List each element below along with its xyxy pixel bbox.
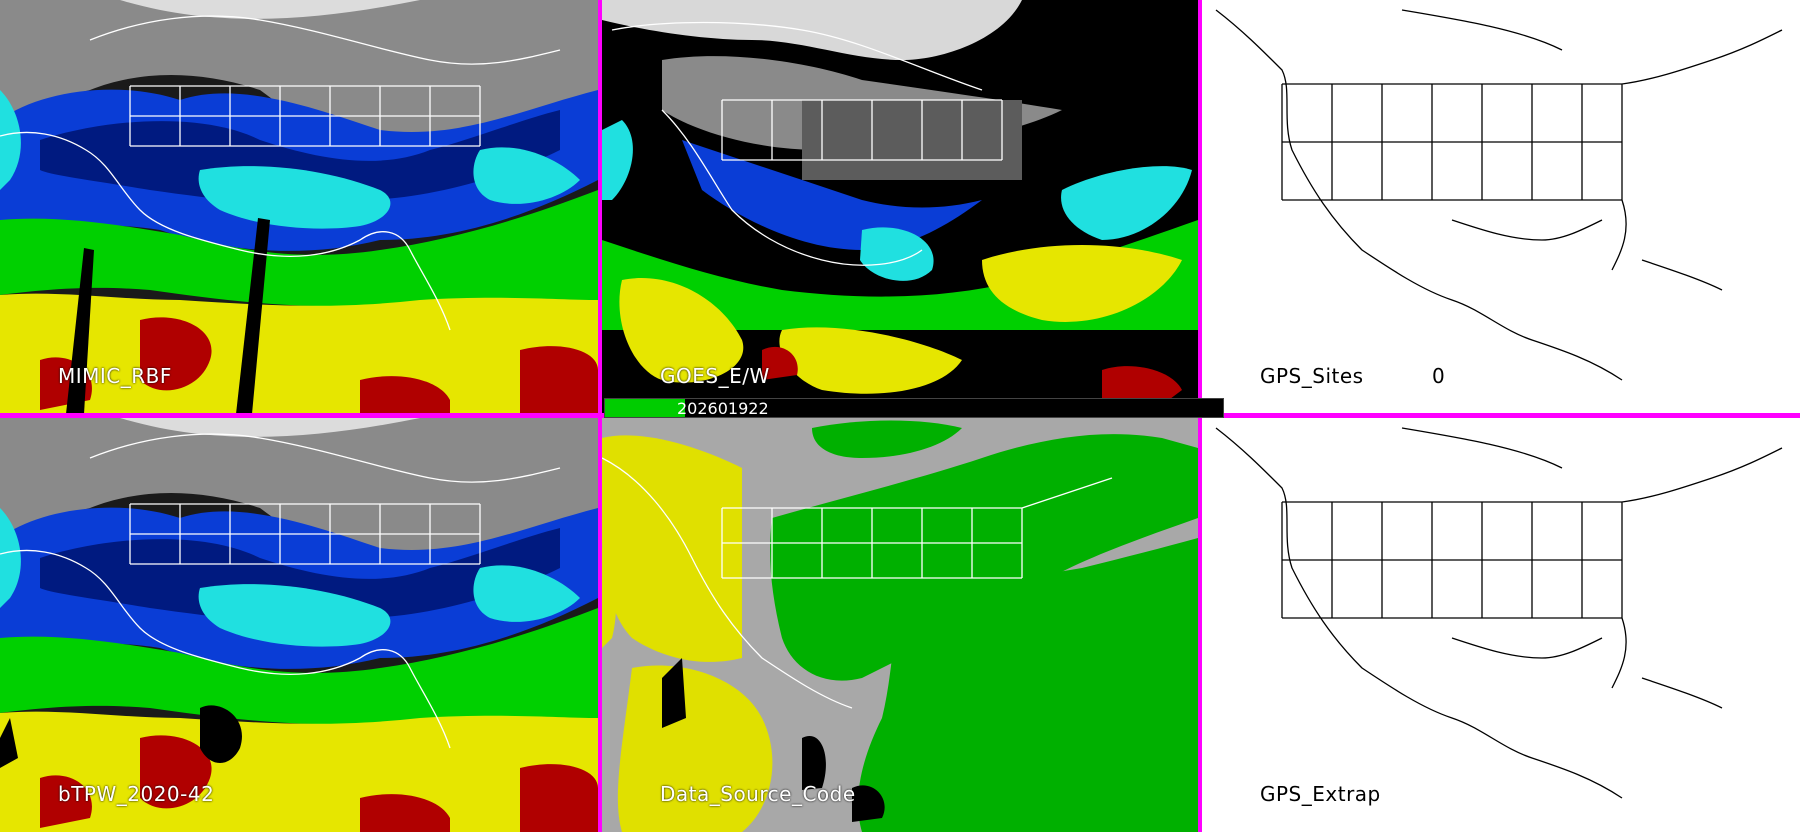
- source-code-map: [602, 418, 1198, 832]
- panel-label: bTPW_2020-42: [58, 782, 215, 806]
- divider-vertical-left: [598, 0, 602, 832]
- panel-gps-extrap: GPS_Extrap: [1202, 418, 1800, 832]
- panel-label: Data_Source_Code: [660, 782, 856, 806]
- panel-label: GPS_Sites: [1260, 364, 1364, 388]
- tpw-map-mimic: [0, 0, 598, 414]
- outline-map-gps-sites: [1202, 0, 1800, 414]
- tpw-map-goes: [602, 0, 1198, 414]
- panel-mimic-rbf: MIMIC_RBF: [0, 0, 598, 414]
- panel-data-source-code: Data_Source_Code: [602, 418, 1198, 832]
- outline-map-gps-extrap: [1202, 418, 1800, 832]
- panel-btpw: bTPW_2020-42: [0, 418, 598, 832]
- panel-label: GPS_Extrap: [1260, 782, 1381, 806]
- timestamp-label: 202601922: [677, 399, 769, 418]
- time-progress-bar[interactable]: 202601922: [604, 398, 1224, 418]
- panel-goes-ew: GOES_E/W: [602, 0, 1198, 414]
- tpw-map-btpw: [0, 418, 598, 832]
- progress-fill: [605, 399, 686, 417]
- panel-label: GOES_E/W: [660, 364, 770, 388]
- gps-site-count: 0: [1432, 364, 1445, 388]
- panel-gps-sites: GPS_Sites 0: [1202, 0, 1800, 414]
- panel-label: MIMIC_RBF: [58, 364, 172, 388]
